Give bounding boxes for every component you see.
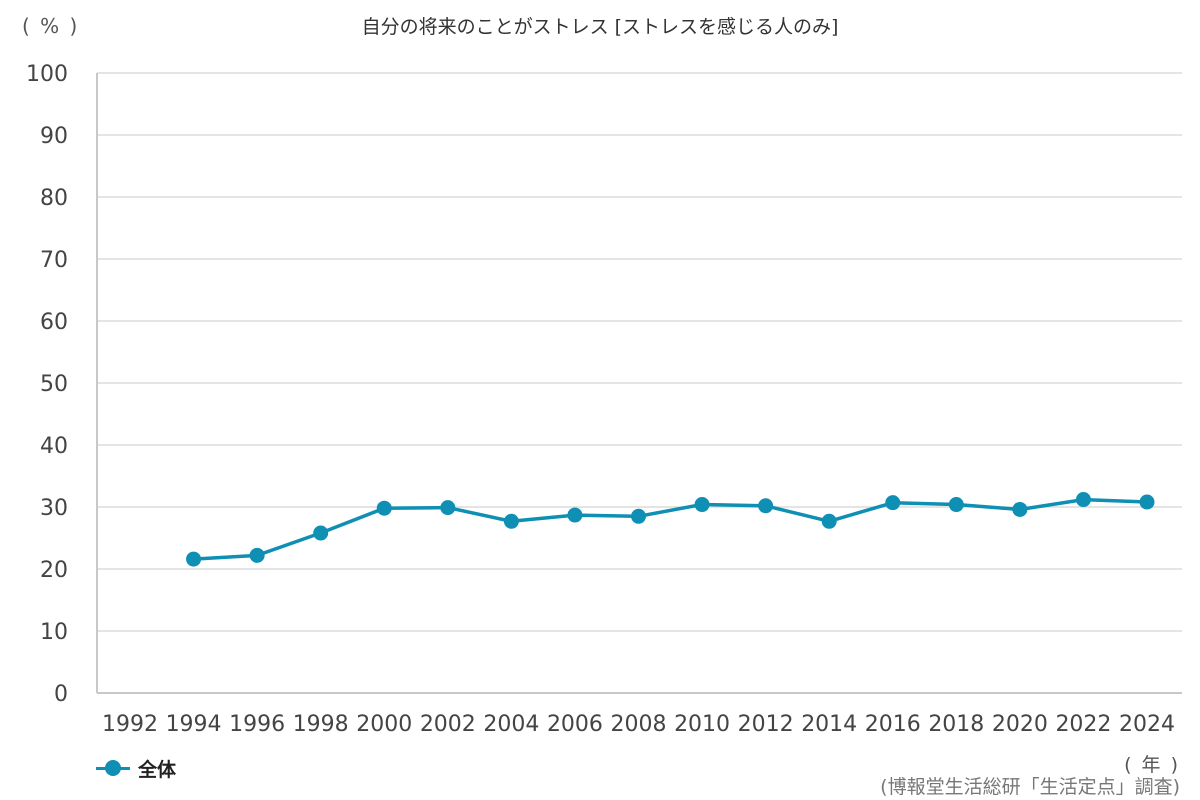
x-axis-unit-label: ( 年 ) — [1124, 754, 1180, 776]
y-tick-label: 0 — [54, 682, 68, 707]
x-tick-label: 1996 — [229, 712, 285, 737]
data-point — [885, 495, 901, 511]
data-point — [1139, 494, 1155, 510]
data-point — [1012, 501, 1028, 517]
x-tick-label: 2010 — [674, 712, 730, 737]
chart-title: 自分の将来のことがストレス [ストレスを感じる人のみ] — [361, 16, 839, 38]
data-point — [631, 508, 646, 524]
y-tick-label: 60 — [40, 310, 68, 335]
x-tick-label: 1994 — [166, 712, 222, 737]
x-tick-label: 1998 — [293, 712, 349, 737]
data-point — [758, 498, 774, 514]
legend: 全体 — [96, 754, 176, 782]
x-tick-label: 2006 — [547, 712, 603, 737]
x-tick-label: 2024 — [1119, 712, 1175, 737]
data-point — [440, 500, 456, 516]
x-tick-label: 2022 — [1055, 712, 1111, 737]
x-tick-label: 2016 — [865, 712, 921, 737]
x-tick-label: 2012 — [738, 712, 794, 737]
data-point — [503, 513, 519, 529]
legend-label: 全体 — [138, 758, 177, 781]
y-tick-label: 50 — [40, 372, 68, 397]
x-tick-label: 2000 — [356, 712, 412, 737]
legend-swatch — [96, 754, 130, 782]
x-tick-label: 2020 — [992, 712, 1048, 737]
source-note: (博報堂生活総研「生活定点」調査) — [880, 776, 1180, 798]
data-point — [313, 525, 329, 541]
y-tick-label: 40 — [40, 434, 68, 459]
data-point — [186, 551, 202, 567]
y-tick-label: 10 — [40, 620, 68, 645]
x-tick-label: 2018 — [928, 712, 984, 737]
legend-marker — [105, 760, 121, 776]
series-line — [193, 497, 1148, 561]
data-point — [694, 497, 710, 513]
data-point — [1075, 492, 1091, 508]
data-point — [376, 500, 392, 516]
x-tick-label: 2002 — [420, 712, 476, 737]
y-tick-label: 90 — [40, 124, 68, 149]
y-tick-label: 70 — [40, 248, 68, 273]
data-point — [821, 513, 837, 529]
x-tick-label: 1992 — [102, 712, 158, 737]
x-tick-label: 2008 — [611, 712, 667, 737]
y-axis-unit-label: ( % ) — [22, 14, 80, 38]
y-tick-label: 30 — [40, 496, 68, 521]
y-tick-label: 100 — [26, 62, 68, 87]
data-point — [567, 507, 583, 523]
data-point — [948, 497, 964, 513]
x-tick-label: 2004 — [483, 712, 539, 737]
y-tick-label: 20 — [40, 558, 68, 583]
y-tick-label: 80 — [40, 186, 68, 211]
data-point — [249, 547, 265, 563]
x-tick-label: 2014 — [801, 712, 857, 737]
